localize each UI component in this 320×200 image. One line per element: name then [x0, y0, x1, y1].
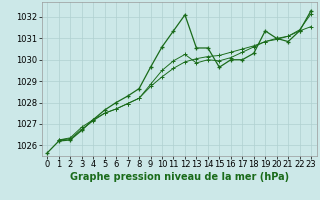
X-axis label: Graphe pression niveau de la mer (hPa): Graphe pression niveau de la mer (hPa)	[70, 172, 289, 182]
